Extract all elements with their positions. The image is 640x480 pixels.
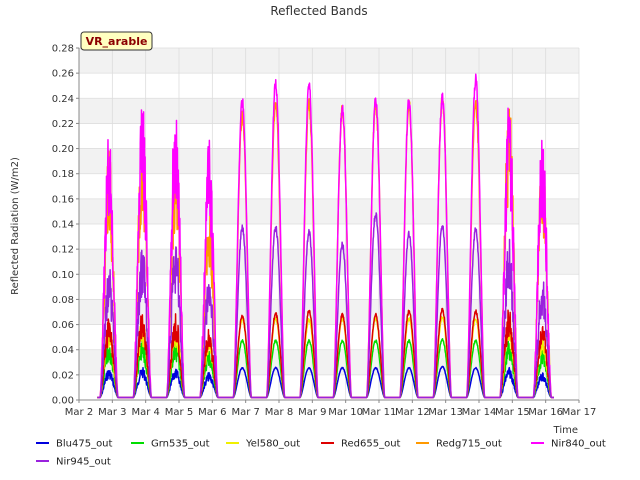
x-tick-label: Mar 5 — [165, 407, 193, 418]
legend: Blu475_out Grn535_out Yel580_out Red655_out… — [36, 439, 606, 468]
legend-entry-red655_out: Red655_out — [341, 439, 401, 450]
y-tick-label: 0.24 — [52, 94, 74, 105]
y-tick-label: 0.12 — [52, 245, 74, 256]
legend-entry-blu475_out: Blu475_out — [56, 439, 113, 450]
y-axis-label: Reflected Radiation (W/m2) — [10, 157, 21, 295]
y-tick-labels: 0.00 0.02 0.04 0.06 0.08 0.10 0.12 0.14 0.16 0.18… — [52, 44, 79, 407]
y-tick-label: 0.10 — [52, 270, 74, 281]
badge-label: VR_arable — [86, 35, 148, 48]
x-tick-label: Mar 6 — [198, 407, 226, 418]
x-tick-label: Mar 17 — [562, 407, 597, 418]
plot-band — [79, 98, 579, 124]
x-tick-label: Mar 14 — [462, 407, 497, 418]
x-tick-label: Mar 9 — [298, 407, 326, 418]
x-tick-label: Mar 12 — [395, 407, 430, 418]
x-tick-label: Mar 4 — [131, 407, 159, 418]
series-layer — [96, 73, 555, 399]
series-line-nir945_out — [96, 212, 555, 399]
y-tick-label: 0.22 — [52, 119, 74, 130]
x-tick-label: Mar 16 — [528, 407, 563, 418]
legend-entry-yel580_out: Yel580_out — [245, 439, 300, 450]
y-tick-label: 0.08 — [52, 295, 74, 306]
plot-band — [79, 249, 579, 275]
y-tick-label: 0.16 — [52, 194, 74, 205]
y-tick-label: 0.18 — [52, 169, 74, 180]
y-tick-label: 0.28 — [52, 44, 74, 55]
y-tick-label: 0.04 — [52, 345, 74, 356]
x-tick-label: Mar 10 — [328, 407, 363, 418]
plot-band — [79, 48, 579, 74]
y-tick-label: 0.00 — [52, 396, 74, 407]
x-tick-label: Mar 13 — [428, 407, 463, 418]
x-tick-labels: Mar 2 Mar 3 Mar 4 Mar 5 Mar 6 Mar 7 Mar 8 Mar 9… — [65, 400, 597, 418]
x-tick-label: Mar 7 — [231, 407, 259, 418]
chart-title: Reflected Bands — [270, 4, 367, 18]
y-tick-label: 0.14 — [52, 220, 74, 231]
y-tick-label: 0.20 — [52, 144, 74, 155]
y-tick-label: 0.02 — [52, 370, 74, 381]
x-tick-label: Mar 3 — [98, 407, 126, 418]
plot-band — [79, 198, 579, 224]
plot-band — [79, 349, 579, 375]
y-tick-label: 0.06 — [52, 320, 74, 331]
x-tick-label: Mar 11 — [362, 407, 397, 418]
x-axis-label: Time — [553, 425, 578, 436]
x-tick-label: Mar 15 — [495, 407, 530, 418]
x-tick-label: Mar 2 — [65, 407, 93, 418]
legend-entry-grn535_out: Grn535_out — [151, 439, 210, 450]
y-tick-label: 0.26 — [52, 69, 74, 80]
plot-band — [79, 148, 579, 174]
plot-band — [79, 299, 579, 325]
x-tick-label: Mar 8 — [265, 407, 293, 418]
legend-entry-redg715_out: Redg715_out — [436, 439, 502, 450]
vr-arable-badge: VR_arable — [80, 31, 153, 51]
legend-entry-nir945_out: Nir945_out — [56, 457, 111, 468]
legend-entry-nir840_out: Nir840_out — [551, 439, 606, 450]
